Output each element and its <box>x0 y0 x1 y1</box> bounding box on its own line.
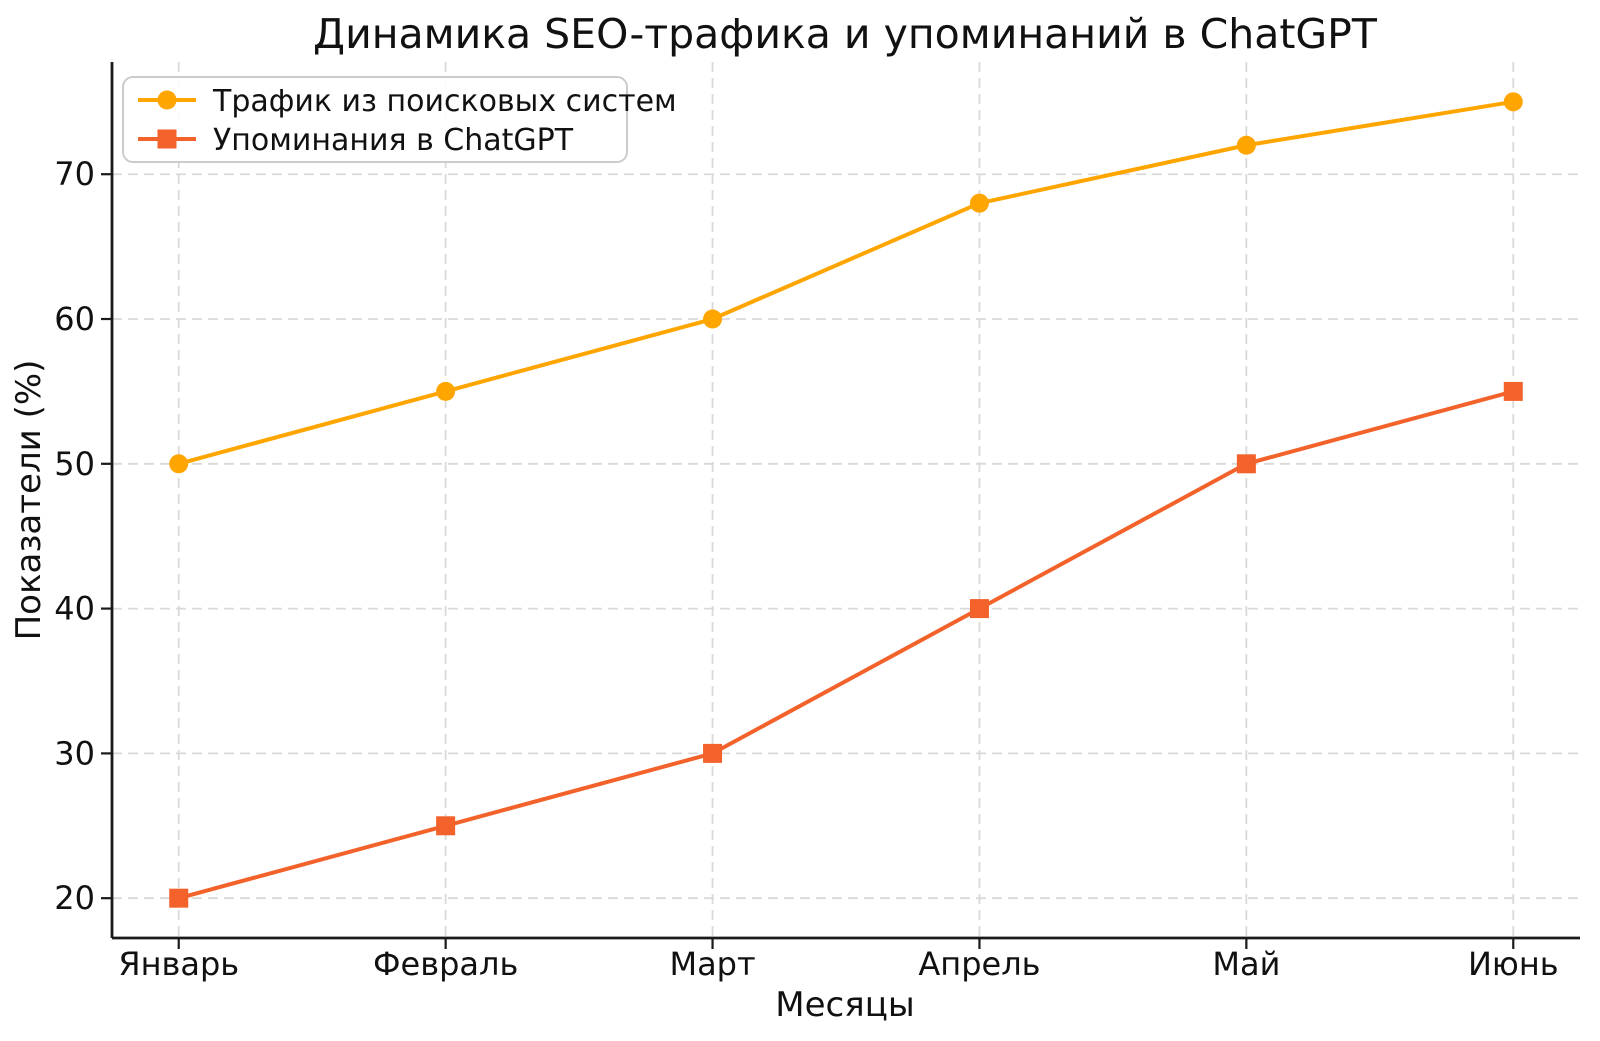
legend-marker-0 <box>157 90 177 110</box>
x-tick-label-3: Апрель <box>918 945 1040 983</box>
legend: Трафик из поисковых систем Упоминания в C… <box>122 76 677 163</box>
series-1-marker-2 <box>703 743 723 763</box>
series-0-marker-2 <box>703 309 723 329</box>
x-axis-label: Месяцы <box>775 985 914 1025</box>
series-0-line <box>176 99 1516 466</box>
y-tick-label-50: 50 <box>54 445 95 483</box>
series-1-marker-5 <box>1503 381 1523 401</box>
legend-box <box>122 76 628 163</box>
x-tick-label-0: Январь <box>118 945 239 983</box>
x-tick-label-4: Май <box>1212 945 1280 983</box>
chart-title: Динамика SEO-трафика и упоминаний в Chat… <box>313 10 1378 58</box>
series-0-marker-5 <box>1503 92 1523 112</box>
legend-item-0: Трафик из поисковых систем <box>138 84 677 119</box>
series-0-marker-1 <box>436 381 456 401</box>
series-0-marker-4 <box>1236 135 1256 155</box>
x-tick-label-2: Март <box>669 945 755 983</box>
y-tick-label-70: 70 <box>54 155 95 193</box>
grid-layer <box>112 62 1580 938</box>
series-1-marker-0 <box>169 888 189 908</box>
series-layer <box>169 92 1523 908</box>
series-1-marker-4 <box>1236 454 1256 474</box>
axis-layer: Январь Февраль Март Апрель Май Июнь 20 30 40 50 60… <box>54 62 1580 983</box>
legend-label-0: Трафик из поисковых систем <box>212 84 677 119</box>
legend-item-1: Упоминания в ChatGPT <box>138 123 574 158</box>
series-1-marker-3 <box>969 599 989 619</box>
y-tick-label-30: 30 <box>54 734 95 772</box>
x-tick-label-5: Июнь <box>1468 945 1559 983</box>
y-tick-label-20: 20 <box>54 879 95 917</box>
legend-label-1: Упоминания в ChatGPT <box>213 123 574 158</box>
legend-marker-1 <box>157 129 177 149</box>
y-tick-label-60: 60 <box>54 300 95 338</box>
series-0-marker-0 <box>169 454 189 474</box>
x-tick-label-1: Февраль <box>373 945 518 983</box>
y-axis-label: Показатели (%) <box>9 360 49 641</box>
series-1-marker-1 <box>436 816 456 836</box>
series-0-marker-3 <box>969 193 989 213</box>
y-tick-label-40: 40 <box>54 590 95 628</box>
series-1-line <box>176 389 1516 901</box>
